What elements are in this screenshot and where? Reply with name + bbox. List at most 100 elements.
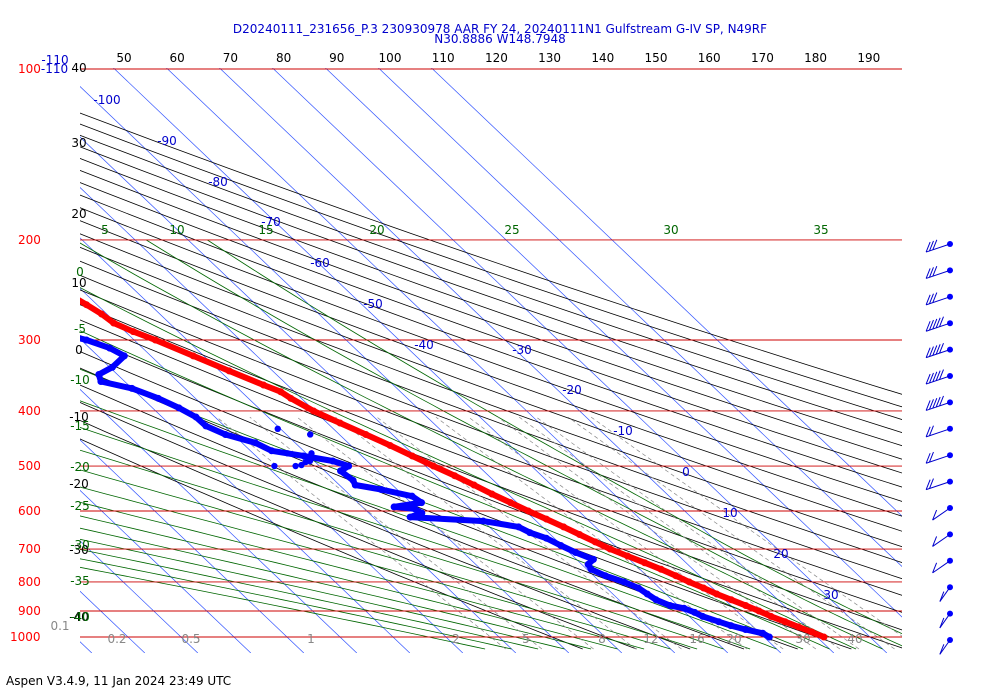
- wind-barb-staff: [925, 349, 951, 359]
- top-scale-label: 190: [857, 51, 880, 65]
- temperature-profile-point: [713, 590, 721, 598]
- isotherm-label: -20: [562, 383, 582, 397]
- moist-adiabat-label: -40: [70, 610, 90, 624]
- moist-adiabat: [80, 287, 857, 650]
- dewpoint-scatter-point: [292, 462, 299, 470]
- isotherm-line: [80, 287, 464, 653]
- wind-barb-staff: [925, 428, 951, 438]
- temperature-profile-point: [820, 633, 828, 641]
- isotherm-line: [166, 68, 782, 653]
- isotherm-label: -60: [310, 256, 330, 270]
- wind-barb-staff: [925, 375, 951, 385]
- temperature-profile-point: [488, 490, 496, 498]
- moist-adiabat: [80, 501, 645, 650]
- moist-adiabat-label: 10: [169, 223, 184, 237]
- dewpoint-profile-point: [221, 430, 229, 438]
- temperature-profile-point: [98, 310, 106, 318]
- dewpoint-scatter-point: [274, 425, 281, 433]
- mixing-ratio-line: [435, 416, 748, 650]
- temperature-profile-point: [606, 545, 614, 553]
- wind-barb: [925, 451, 953, 464]
- moist-adiabat-label: 5: [101, 223, 109, 237]
- wind-barb-flag: [932, 292, 938, 303]
- dewpoint-profile-point: [56, 330, 63, 337]
- wind-barb: [925, 342, 953, 359]
- isotherm-label: -50: [363, 297, 383, 311]
- wind-barb-flag: [929, 451, 934, 463]
- mixing-ratio-label: 2: [452, 632, 460, 646]
- moist-adiabat-label: -5: [74, 322, 86, 336]
- temperature-profile-point: [287, 394, 295, 402]
- dewpoint-profile-point: [406, 513, 414, 521]
- moist-adiabat-label: -10: [70, 373, 90, 387]
- wind-barb-flag: [932, 371, 938, 382]
- moist-adiabat: [80, 486, 671, 650]
- temperature-profile-point: [277, 388, 285, 396]
- wind-barb-staff: [925, 481, 951, 491]
- pressure-tick-label: 800: [18, 575, 41, 589]
- pressure-tick-label: 900: [18, 604, 41, 618]
- dry-adiabat: [80, 246, 902, 548]
- temperature-profile-point: [82, 301, 90, 309]
- moist-adiabat: [80, 515, 618, 650]
- temperature-profile-point: [48, 281, 55, 288]
- wind-barb-staff: [925, 243, 951, 253]
- wind-barb-staff: [932, 560, 951, 574]
- mixing-ratio-label: 0.2: [107, 632, 126, 646]
- moist-adiabat-label: -35: [70, 574, 90, 588]
- dewpoint-scatter: [271, 425, 315, 470]
- dewpoint-profile-point: [128, 384, 136, 392]
- top-scale-label: 150: [645, 51, 668, 65]
- moist-adiabat: [80, 368, 804, 650]
- dewpoint-profile-point: [601, 572, 609, 580]
- dewpoint-profile-point: [572, 549, 580, 557]
- mixing-ratio-line: [216, 416, 506, 650]
- isotherm-line: [80, 641, 93, 653]
- wind-barb-flag: [925, 373, 931, 385]
- dry-adiabat: [80, 260, 902, 563]
- wind-barb-flag: [929, 346, 934, 357]
- pressure-tick-label: 300: [18, 333, 41, 347]
- top-scale-label: 70: [223, 51, 238, 65]
- mixing-ratio-label: 0.5: [181, 632, 200, 646]
- wind-barb-flag: [932, 562, 938, 574]
- wind-barb-flag: [935, 344, 941, 355]
- mixing-ratio-line: [535, 416, 860, 650]
- wind-barb-flag: [932, 398, 938, 409]
- temperature-profile-point: [560, 523, 568, 531]
- left-scale-label: -30: [69, 543, 89, 557]
- wind-barb-flag: [929, 293, 934, 304]
- wind-barb-flag: [939, 617, 945, 629]
- wind-barb-flag: [929, 240, 934, 252]
- wind-barb-flag: [925, 321, 931, 332]
- pressure-tick-label: 200: [18, 233, 41, 247]
- temperature-profile-point: [362, 430, 370, 438]
- moist-adiabat: [80, 427, 751, 650]
- moist-adiabat-label: -30: [70, 538, 90, 552]
- mixing-ratio-label: 12: [643, 632, 658, 646]
- wind-barb-staff: [925, 296, 951, 306]
- mixing-ratio-line: [468, 416, 784, 650]
- dry-adiabat: [80, 220, 902, 517]
- isotherm-label: -80: [208, 175, 228, 189]
- chart-subtitle: N30.8886 W148.7948: [434, 32, 566, 46]
- wind-barb-flag: [932, 318, 938, 330]
- wind-barb-flag: [932, 345, 938, 356]
- wind-barb-flag: [932, 239, 938, 250]
- isotherm-line: [80, 489, 252, 653]
- top-scale-label: 180: [804, 51, 827, 65]
- left-scale-label: 30: [71, 136, 86, 150]
- wind-barb-flag: [939, 316, 944, 327]
- dry-adiabat: [80, 335, 902, 649]
- temperature-profile-point: [794, 623, 802, 631]
- moist-adiabat: [146, 239, 902, 647]
- temperature-profile-point: [32, 260, 39, 267]
- dewpoint-profile-point: [715, 618, 723, 626]
- dry-adiabat: [80, 274, 902, 580]
- wind-barb-flag: [939, 644, 945, 655]
- top-scale-label: 120: [485, 51, 508, 65]
- dry-adiabat: [80, 207, 902, 502]
- dewpoint-scatter-point: [306, 457, 314, 465]
- wind-barb-flag: [925, 268, 931, 279]
